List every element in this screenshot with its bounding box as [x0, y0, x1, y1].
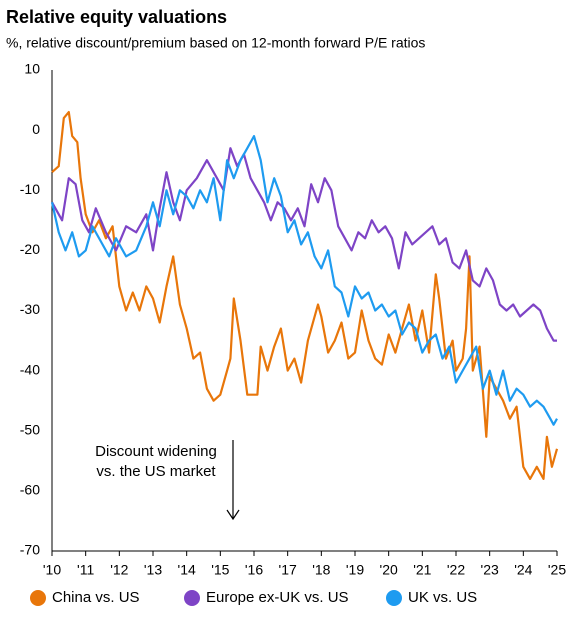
legend-label: Europe ex-UK vs. US — [206, 589, 349, 606]
y-tick-label: -30 — [20, 301, 40, 317]
chart-title: Relative equity valuations — [6, 7, 227, 27]
y-tick-label: -60 — [20, 482, 40, 498]
x-tick-label: '17 — [279, 562, 297, 578]
x-tick-label: '11 — [77, 562, 94, 578]
series-line — [50, 135, 558, 426]
x-tick-label: '13 — [144, 562, 162, 578]
x-tick-label: '25 — [548, 562, 566, 578]
annotation: Discount widening — [95, 443, 217, 460]
y-tick-label: -20 — [20, 241, 40, 257]
x-tick-label: '12 — [110, 562, 128, 578]
annotation: vs. the US market — [96, 463, 216, 480]
x-tick-label: '15 — [211, 562, 229, 578]
x-tick-label: '22 — [447, 562, 465, 578]
x-tick-label: '20 — [380, 562, 398, 578]
series-line — [51, 111, 559, 480]
y-tick-label: -10 — [20, 181, 40, 197]
x-tick-label: '14 — [178, 562, 196, 578]
x-tick-label: '10 — [43, 562, 61, 578]
y-tick-label: 0 — [32, 121, 40, 137]
y-tick-label: -50 — [20, 421, 40, 437]
y-tick-label: -70 — [20, 542, 40, 558]
x-tick-label: '18 — [312, 562, 330, 578]
annotation-arrowhead — [226, 509, 240, 521]
x-tick-label: '21 — [413, 562, 431, 578]
x-tick-label: '16 — [245, 562, 263, 578]
legend-label: China vs. US — [52, 589, 140, 606]
y-tick-label: 10 — [24, 61, 40, 77]
x-tick-label: '23 — [481, 562, 499, 578]
legend-label: UK vs. US — [408, 589, 477, 606]
legend-marker — [184, 590, 200, 606]
chart-subtitle: %, relative discount/premium based on 12… — [6, 35, 425, 51]
series-line — [51, 147, 557, 342]
x-tick-label: '24 — [514, 562, 532, 578]
legend-marker — [386, 590, 402, 606]
legend-marker — [30, 590, 46, 606]
x-tick-label: '19 — [346, 562, 364, 578]
y-tick-label: -40 — [20, 361, 40, 377]
